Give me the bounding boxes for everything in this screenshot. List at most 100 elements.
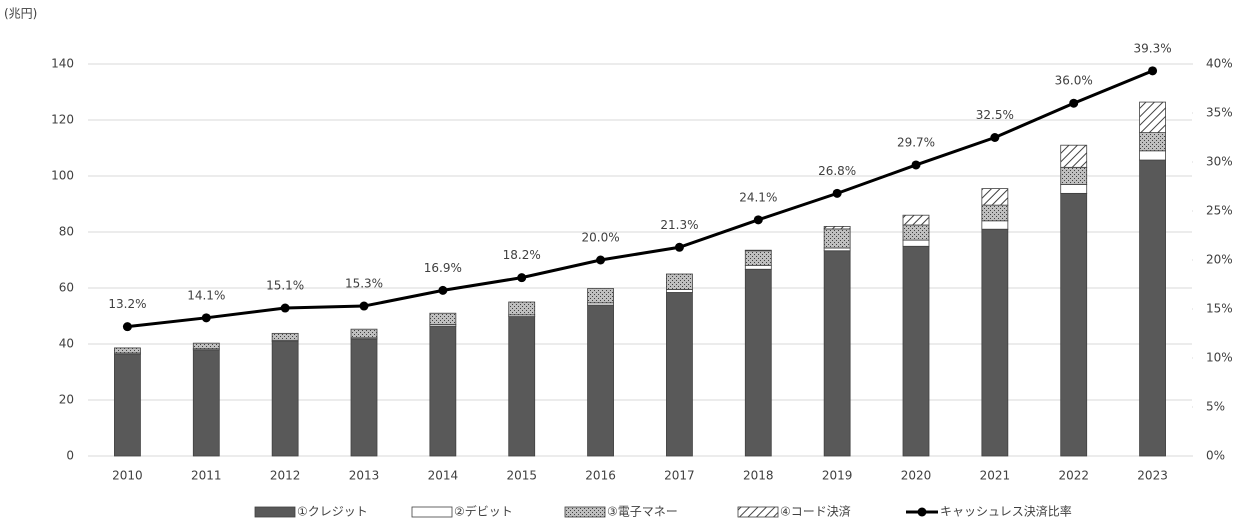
y2-tick-label: 5% (1206, 400, 1225, 414)
x-tick-label: 2011 (191, 469, 222, 483)
bar-segment (902, 239, 930, 247)
legend-label: ②デビット (454, 504, 513, 519)
x-tick-label: 2018 (743, 469, 774, 483)
line-marker (911, 160, 921, 170)
x-tick-label: 2022 (1058, 469, 1089, 483)
line-marker (1069, 98, 1079, 108)
line-marker (1148, 66, 1158, 76)
line-series (127, 69, 1154, 329)
bar-segment (1060, 183, 1088, 194)
data-label: 15.1% (266, 279, 304, 293)
bar-segment (902, 245, 930, 457)
line-marker (438, 285, 448, 295)
y2-tick-label: 30% (1206, 155, 1233, 169)
line-marker (753, 215, 763, 225)
bar-segment (744, 264, 772, 270)
data-label: 36.0% (1055, 74, 1093, 88)
bar-segment (1060, 192, 1088, 457)
unit-label: (兆円) (4, 7, 37, 21)
data-label: 21.3% (660, 218, 698, 232)
bar-segment (666, 273, 693, 290)
y2-tick-label: 25% (1206, 204, 1233, 218)
bar-segment (744, 249, 772, 252)
y-tick-label: 120 (51, 113, 74, 127)
legend-marker (917, 507, 927, 517)
legend-swatch (411, 506, 453, 518)
bar-segment (1139, 132, 1166, 152)
bar-segment (1060, 166, 1088, 185)
data-label: 39.3% (1134, 41, 1172, 55)
bar-segment (902, 224, 930, 241)
bar-segment (508, 316, 536, 457)
x-tick-label: 2021 (980, 469, 1011, 483)
x-tick-label: 2017 (664, 469, 695, 483)
y-tick-label: 20 (59, 393, 74, 407)
bar-segment (744, 268, 772, 457)
bar-segment (271, 332, 299, 341)
bar-segment (666, 292, 693, 457)
legend-label: ③電子マネー (607, 505, 678, 519)
data-label: 16.9% (424, 261, 462, 275)
bar-segment (1139, 159, 1166, 457)
line-marker (359, 301, 369, 311)
x-tick-label: 2015 (506, 469, 537, 483)
data-label: 15.3% (345, 277, 383, 291)
data-label: 13.2% (108, 297, 146, 311)
bar-segment (1139, 101, 1166, 134)
bar-segment (823, 225, 851, 230)
legend-swatch (254, 506, 296, 518)
bar-segment (192, 349, 220, 457)
bar-segment (271, 341, 299, 457)
bar-segment (587, 304, 614, 457)
bar-segment (508, 301, 536, 316)
bar-segment (981, 188, 1009, 206)
y2-tick-label: 10% (1206, 351, 1233, 365)
y-tick-label: 60 (59, 281, 74, 295)
x-tick-label: 2013 (349, 469, 380, 483)
bar-segment (823, 247, 851, 252)
bar-segment (981, 204, 1009, 222)
x-tick-label: 2014 (428, 469, 459, 483)
line-marker (832, 188, 842, 198)
legend-label: ④コード決済 (780, 504, 851, 519)
x-tick-label: 2010 (112, 469, 143, 483)
data-label: 26.8% (818, 164, 856, 178)
legend-label: ①クレジット (297, 505, 368, 519)
y-tick-label: 100 (51, 169, 74, 183)
data-label: 24.1% (739, 190, 777, 204)
legend-label: キャッシュレス決済比率 (940, 504, 1072, 519)
line-marker (122, 322, 132, 332)
y2-tick-label: 35% (1206, 106, 1233, 120)
legend-swatch (737, 506, 779, 518)
data-label: 32.5% (976, 108, 1014, 122)
y-tick-label: 80 (59, 225, 74, 239)
x-tick-label: 2023 (1137, 469, 1168, 483)
bar-segment (587, 288, 614, 304)
data-label: 29.7% (897, 135, 935, 149)
bar-segment (1060, 144, 1088, 168)
bar-segment (429, 312, 457, 325)
bar-segment (1139, 150, 1166, 161)
y-tick-label: 40 (59, 337, 74, 351)
bar-segment (429, 325, 457, 457)
data-label: 14.1% (187, 288, 225, 302)
legend-swatch (564, 506, 606, 518)
x-tick-label: 2016 (585, 469, 616, 483)
line-marker (201, 313, 211, 323)
bar-segment (823, 228, 851, 249)
data-label: 18.2% (503, 248, 541, 262)
bar-segment (350, 328, 378, 339)
y2-tick-label: 20% (1206, 253, 1233, 267)
bar-segment (114, 347, 141, 354)
bar-segment (823, 250, 851, 457)
bar-segment (666, 288, 693, 293)
line-marker (674, 242, 684, 252)
line-marker (596, 255, 606, 265)
x-tick-label: 2019 (822, 469, 853, 483)
y2-tick-label: 0% (1206, 449, 1225, 463)
bar-segment (114, 353, 141, 457)
bar-segment (192, 342, 220, 350)
x-tick-label: 2020 (901, 469, 932, 483)
line-marker (517, 273, 527, 283)
